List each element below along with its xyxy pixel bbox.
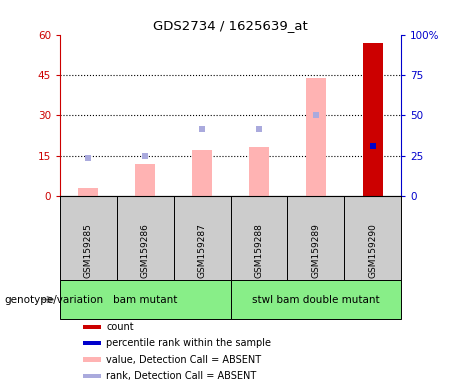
Title: GDS2734 / 1625639_at: GDS2734 / 1625639_at bbox=[153, 19, 308, 32]
Bar bbox=[83, 341, 101, 346]
Bar bbox=[83, 357, 101, 362]
Bar bbox=[78, 188, 98, 196]
Bar bbox=[135, 164, 155, 196]
Bar bbox=[306, 78, 326, 196]
Bar bbox=[174, 196, 230, 280]
Bar bbox=[344, 196, 401, 280]
Bar bbox=[60, 196, 117, 280]
Bar bbox=[230, 196, 287, 280]
Text: GSM159287: GSM159287 bbox=[198, 223, 207, 278]
Bar bbox=[117, 196, 174, 280]
Text: GSM159285: GSM159285 bbox=[84, 223, 93, 278]
Bar bbox=[83, 324, 101, 329]
Bar bbox=[192, 150, 212, 196]
Text: count: count bbox=[106, 322, 134, 332]
Bar bbox=[230, 280, 401, 319]
Text: rank, Detection Call = ABSENT: rank, Detection Call = ABSENT bbox=[106, 371, 256, 381]
Text: stwl bam double mutant: stwl bam double mutant bbox=[252, 295, 379, 305]
Text: genotype/variation: genotype/variation bbox=[5, 295, 104, 305]
Bar bbox=[363, 43, 383, 196]
Text: GSM159290: GSM159290 bbox=[368, 223, 377, 278]
Bar bbox=[287, 196, 344, 280]
Bar bbox=[249, 147, 269, 196]
Text: value, Detection Call = ABSENT: value, Detection Call = ABSENT bbox=[106, 354, 261, 364]
Text: GSM159288: GSM159288 bbox=[254, 223, 263, 278]
Text: percentile rank within the sample: percentile rank within the sample bbox=[106, 338, 271, 348]
Bar bbox=[60, 280, 230, 319]
Text: GSM159286: GSM159286 bbox=[141, 223, 150, 278]
Text: GSM159289: GSM159289 bbox=[311, 223, 320, 278]
Bar bbox=[83, 374, 101, 378]
Text: bam mutant: bam mutant bbox=[113, 295, 177, 305]
